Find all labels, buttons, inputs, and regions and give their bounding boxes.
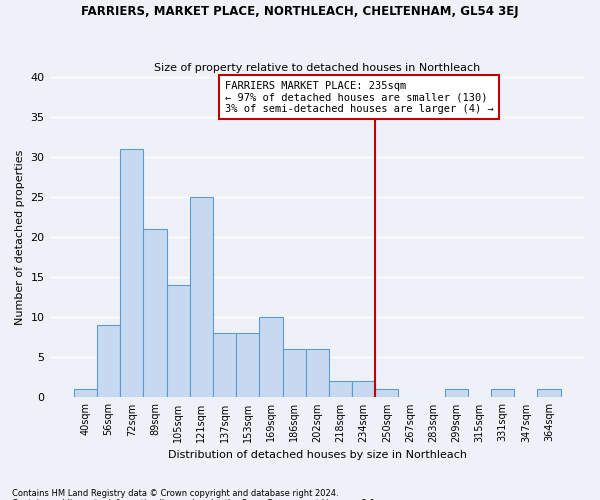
Bar [74,390,97,398]
Text: FARRIERS MARKET PLACE: 235sqm
← 97% of detached houses are smaller (130)
3% of s: FARRIERS MARKET PLACE: 235sqm ← 97% of d… [224,80,493,114]
Bar [97,325,120,398]
Bar [143,229,167,398]
Bar [236,334,259,398]
Bar [120,149,143,398]
Title: Size of property relative to detached houses in Northleach: Size of property relative to detached ho… [154,63,481,73]
Bar [190,197,213,398]
Bar [375,390,398,398]
Text: Contains HM Land Registry data © Crown copyright and database right 2024.: Contains HM Land Registry data © Crown c… [12,488,338,498]
Y-axis label: Number of detached properties: Number of detached properties [15,150,25,324]
Bar [538,390,560,398]
Bar [491,390,514,398]
Bar [445,390,468,398]
Bar [329,382,352,398]
X-axis label: Distribution of detached houses by size in Northleach: Distribution of detached houses by size … [168,450,467,460]
Bar [167,285,190,398]
Text: Contains public sector information licensed under the Open Government Licence v3: Contains public sector information licen… [12,498,377,500]
Bar [352,382,375,398]
Bar [213,334,236,398]
Bar [283,350,305,398]
Bar [259,317,283,398]
Text: FARRIERS, MARKET PLACE, NORTHLEACH, CHELTENHAM, GL54 3EJ: FARRIERS, MARKET PLACE, NORTHLEACH, CHEL… [81,5,519,18]
Bar [305,350,329,398]
